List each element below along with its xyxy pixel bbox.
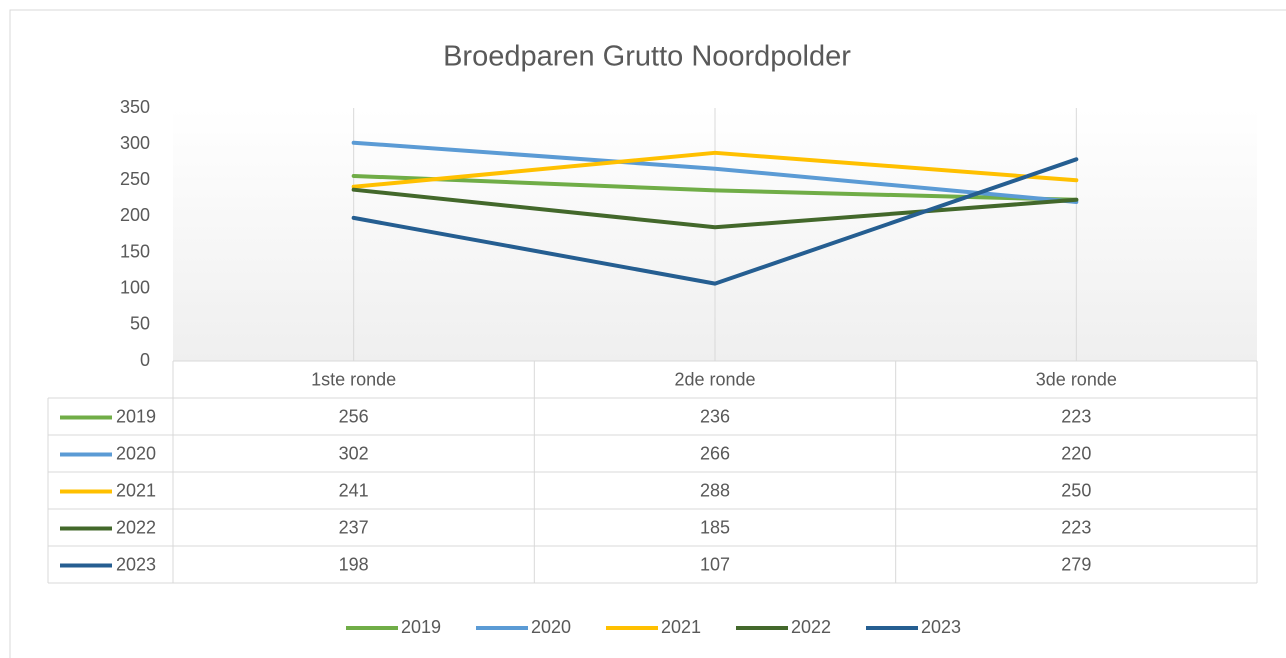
- y-tick-label: 50: [130, 314, 150, 334]
- legend-label: 2020: [531, 617, 571, 637]
- table-cell: 223: [1061, 517, 1091, 537]
- x-tick-label: 1ste ronde: [311, 369, 396, 389]
- series-line: [351, 187, 1079, 230]
- table-cell: 266: [700, 443, 730, 463]
- table-cell: 288: [700, 480, 730, 500]
- series-line: [351, 150, 1079, 189]
- table-cell: 279: [1061, 554, 1091, 574]
- y-tick-label: 350: [120, 97, 150, 117]
- legend-label: 2021: [661, 617, 701, 637]
- y-tick-label: 250: [120, 169, 150, 189]
- legend-label: 2023: [921, 617, 961, 637]
- table-cell: 250: [1061, 480, 1091, 500]
- table-cell: 241: [339, 480, 369, 500]
- x-tick-label: 3de ronde: [1036, 369, 1117, 389]
- table-row-label: 2019: [116, 406, 156, 426]
- table-cell: 185: [700, 517, 730, 537]
- x-tick-label: 2de ronde: [674, 369, 755, 389]
- y-tick-label: 150: [120, 241, 150, 261]
- y-tick-label: 200: [120, 205, 150, 225]
- legend-label: 2022: [791, 617, 831, 637]
- table-cell: 302: [339, 443, 369, 463]
- table-cell: 198: [339, 554, 369, 574]
- table-cell: 236: [700, 406, 730, 426]
- table-row-label: 2021: [116, 480, 156, 500]
- table-row-label: 2022: [116, 517, 156, 537]
- table-cell: 107: [700, 554, 730, 574]
- series-line: [351, 140, 1079, 204]
- y-tick-label: 100: [120, 277, 150, 297]
- series-line: [351, 157, 1079, 286]
- table-cell: 220: [1061, 443, 1091, 463]
- chart-title: Broedparen Grutto Noordpolder: [443, 41, 851, 73]
- y-tick-label: 0: [140, 350, 150, 370]
- table-cell: 223: [1061, 406, 1091, 426]
- y-tick-label: 300: [120, 133, 150, 153]
- legend-label: 2019: [401, 617, 441, 637]
- table-row-label: 2023: [116, 554, 156, 574]
- table-row-label: 2020: [116, 443, 156, 463]
- table-cell: 237: [339, 517, 369, 537]
- series-line: [351, 173, 1079, 202]
- table-cell: 256: [339, 406, 369, 426]
